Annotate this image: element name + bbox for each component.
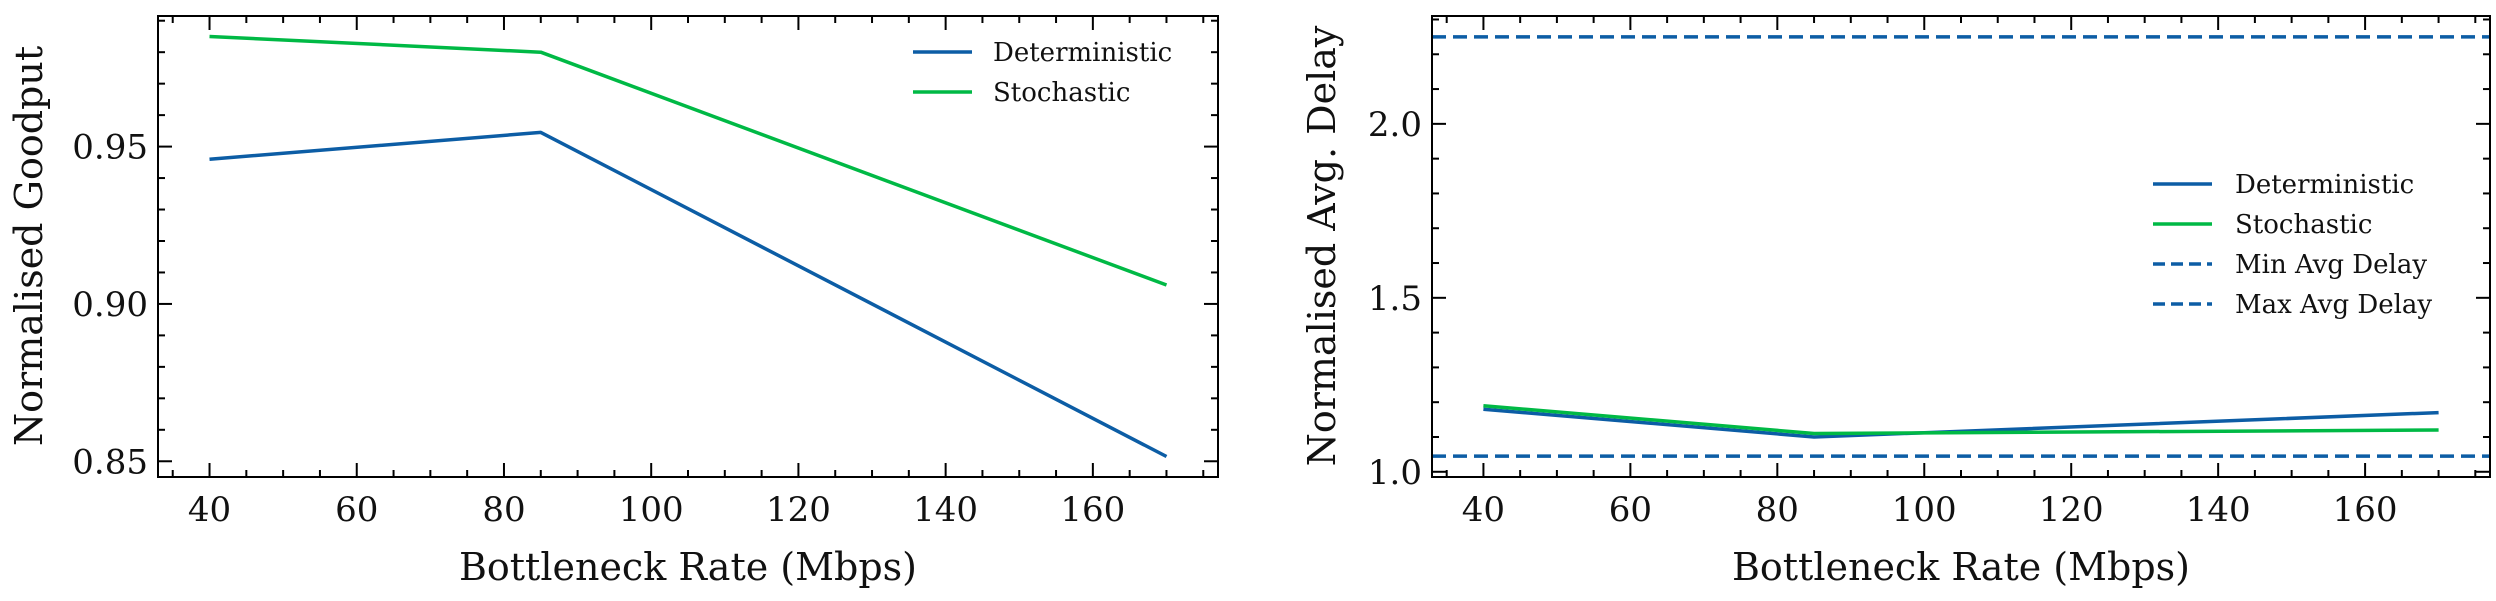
- x-axis-label: Bottleneck Rate (Mbps): [459, 545, 917, 589]
- x-tick-label: 120: [2039, 490, 2104, 530]
- y-tick-label: 0.85: [72, 442, 148, 482]
- x-tick-label: 160: [2333, 490, 2398, 530]
- x-tick-label: 120: [766, 490, 831, 530]
- legend-label: Deterministic: [993, 38, 1172, 68]
- x-tick-label: 80: [482, 490, 525, 530]
- y-axis-label: Normalised Goodput: [7, 46, 51, 446]
- x-tick-label: 100: [619, 490, 684, 530]
- legend-label: Max Avg Delay: [2235, 290, 2432, 320]
- y-axis-label: Normalised Avg. Delay: [1300, 25, 1344, 466]
- x-tick-label: 40: [1462, 490, 1505, 530]
- y-tick-label: 2.0: [1368, 105, 1422, 145]
- x-tick-label: 40: [188, 490, 231, 530]
- x-tick-label: 100: [1892, 490, 1957, 530]
- delay-chart: 40 60 80 100 120 140 160 1.0 1.5 2.0 Bottleneck Ra…: [1300, 15, 2491, 589]
- y-tick-label: 1.0: [1368, 453, 1422, 493]
- legend-label: Stochastic: [993, 78, 1130, 108]
- series-line-stochastic: [209, 34, 1168, 287]
- x-tick-label: 60: [335, 490, 378, 530]
- legend: Deterministic Stochastic: [913, 38, 1172, 108]
- x-tick-label: 60: [1609, 490, 1652, 530]
- goodput-chart: 40 60 80 100 120 140 160 0.85 0.90 0.95 Bottleneck…: [7, 15, 1219, 589]
- series-line-stochastic: [1483, 403, 2439, 436]
- x-tick-label: 140: [913, 490, 978, 530]
- y-tick-label: 0.95: [72, 128, 148, 168]
- axes-frame: [1431, 15, 2491, 478]
- legend: Deterministic Stochastic Min Avg Delay Max …: [2153, 170, 2432, 320]
- x-axis-label: Bottleneck Rate (Mbps): [1732, 545, 2190, 589]
- series-line-deterministic: [209, 130, 1168, 459]
- y-tick-label: 1.5: [1368, 279, 1422, 319]
- x-tick-label: 140: [2186, 490, 2251, 530]
- y-tick-label: 0.90: [72, 285, 148, 325]
- legend-label: Min Avg Delay: [2235, 250, 2427, 280]
- legend-label: Deterministic: [2235, 170, 2414, 200]
- series-line-deterministic: [1483, 407, 2439, 439]
- x-tick-label: 80: [1756, 490, 1799, 530]
- x-tick-label: 160: [1060, 490, 1125, 530]
- legend-label: Stochastic: [2235, 210, 2372, 240]
